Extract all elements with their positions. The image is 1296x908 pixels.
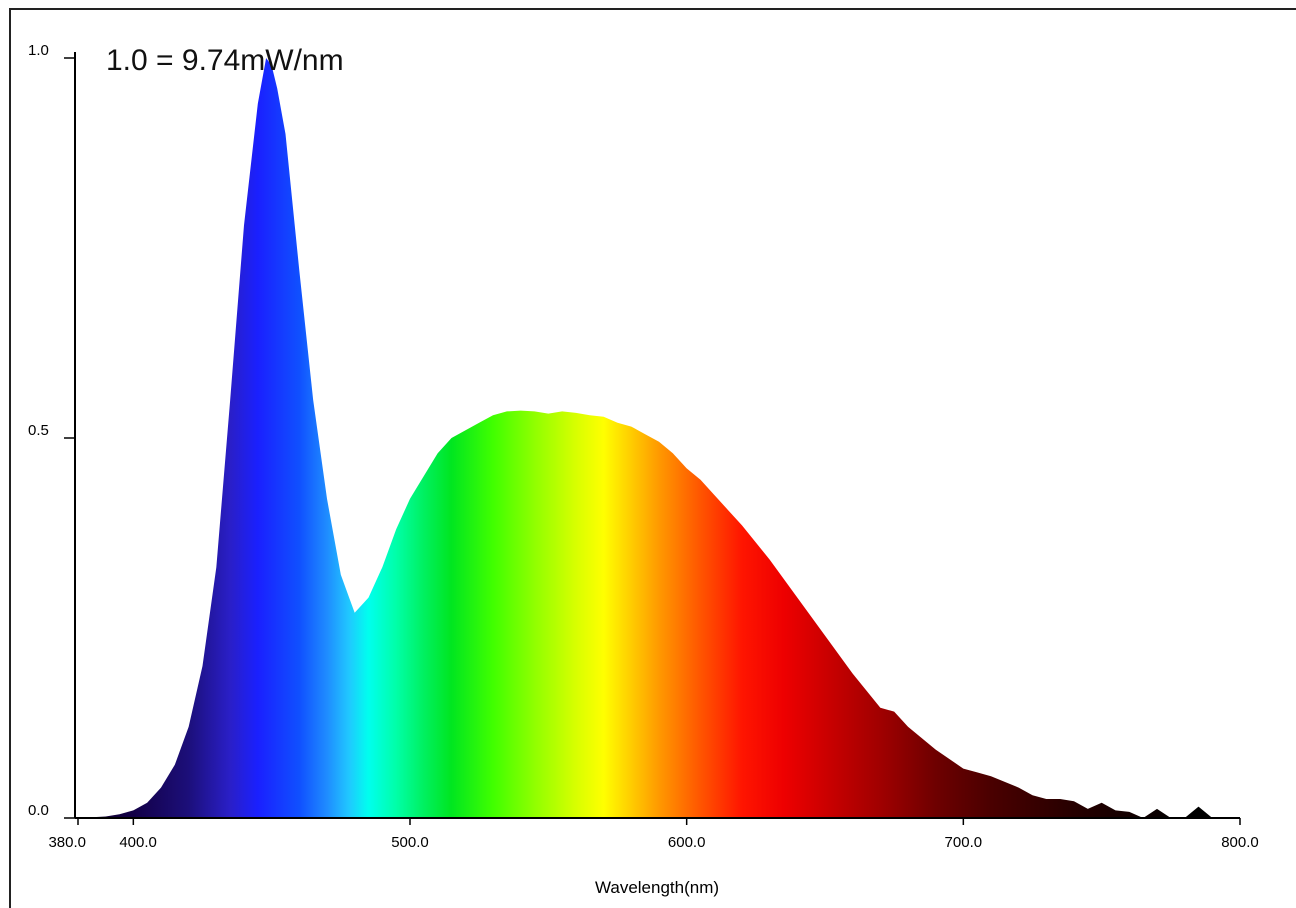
spectrum-area	[78, 58, 1213, 818]
chart-frame	[9, 8, 1296, 908]
x-tick-label: 500.0	[391, 834, 429, 851]
x-tick-label: 600.0	[668, 834, 706, 851]
x-tick-label: 700.0	[945, 834, 983, 851]
plot-area	[78, 58, 1213, 818]
scale-annotation: 1.0 = 9.74mW/nm	[106, 44, 344, 77]
axes	[64, 52, 1241, 825]
x-tick-label: 800.0	[1221, 834, 1259, 851]
y-tick-label: 1.0	[28, 42, 49, 59]
x-axis-label: Wavelength(nm)	[595, 878, 719, 897]
y-tick-label: 0.0	[28, 802, 49, 819]
x-tick-label: 400.0	[119, 834, 157, 851]
x-tick-label: 380.0	[48, 834, 86, 851]
y-tick-label: 0.5	[28, 422, 49, 439]
labels: 0.0 0.5 1.0 380.0 400.0 500.0 600.0 700.0 800.0 1…	[28, 42, 1259, 897]
